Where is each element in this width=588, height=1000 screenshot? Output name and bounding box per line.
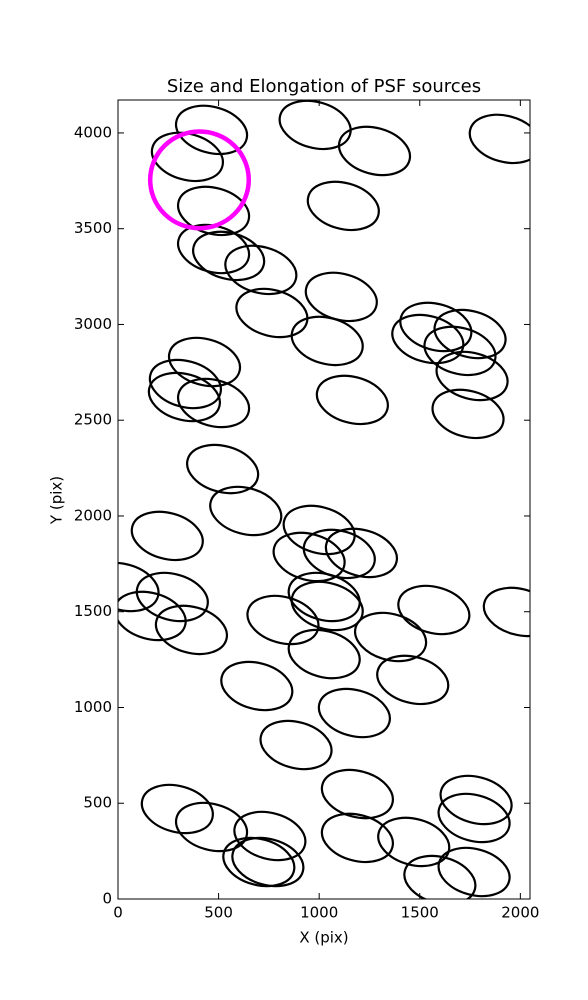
psf-ellipse	[439, 774, 513, 826]
psf-ellipse	[287, 571, 361, 623]
y-tick-label: 0	[102, 890, 112, 908]
psf-ellipse	[354, 611, 428, 663]
psf-ellipse	[174, 104, 249, 156]
y-tick-label: 2500	[74, 411, 112, 429]
psf-ellipse	[320, 768, 394, 820]
psf-ellipse	[468, 113, 530, 165]
psf-ellipse	[118, 590, 187, 642]
psf-ellipse	[324, 527, 398, 579]
psf-ellipse	[246, 594, 320, 646]
psf-ellipse	[377, 816, 451, 868]
psf-ellipse	[282, 504, 356, 556]
psf-ellipse	[431, 388, 505, 440]
psf-ellipse	[233, 810, 307, 862]
psf-ellipse	[235, 287, 309, 339]
chart-title: Size and Elongation of PSF sources	[167, 76, 481, 97]
psf-ellipse	[224, 244, 298, 296]
psf-ellipse	[220, 660, 294, 712]
psf-ellipse	[192, 230, 266, 282]
psf-ellipse	[403, 854, 477, 899]
psf-ellipse	[150, 131, 224, 183]
x-tick-label: 0	[113, 904, 123, 922]
y-tick-label: 2000	[74, 506, 112, 524]
psf-ellipse	[290, 580, 364, 632]
y-tick-label: 1000	[74, 698, 112, 716]
psf-ellipse	[140, 783, 214, 835]
y-tick-label: 500	[83, 794, 112, 812]
y-tick-label: 1500	[74, 602, 112, 620]
plot-frame	[117, 99, 531, 900]
psf-ellipse	[437, 792, 511, 844]
psf-ellipse	[320, 812, 394, 864]
psf-ellipse	[315, 374, 389, 426]
x-tick-label: 500	[204, 904, 233, 922]
psf-ellipse	[259, 719, 333, 771]
psf-ellipse	[135, 571, 209, 623]
psf-ellipse	[399, 301, 473, 353]
psf-ellipse	[186, 443, 260, 495]
psf-ellipse	[482, 586, 530, 638]
psf-ellipse	[397, 584, 471, 636]
psf-ellipse	[209, 485, 283, 537]
psf-ellipse	[304, 271, 378, 323]
psf-ellipse	[337, 125, 412, 177]
psf-ellipse	[231, 836, 305, 888]
psf-ellipse	[147, 371, 221, 423]
x-tick-label: 2000	[501, 904, 539, 922]
psf-ellipse	[306, 180, 380, 232]
x-axis-label: X (pix)	[299, 929, 348, 947]
highlight-circle	[147, 129, 252, 231]
psf-ellipse	[154, 604, 229, 656]
psf-ellipse	[176, 377, 251, 429]
psf-ellipse	[437, 846, 511, 898]
psf-ellipse	[435, 350, 509, 402]
x-tick-label: 1500	[401, 904, 439, 922]
psf-ellipse	[433, 308, 507, 360]
psf-ellipse	[118, 561, 160, 613]
psf-ellipse	[272, 531, 346, 583]
y-tick-label: 3500	[74, 219, 112, 237]
plot-area	[118, 100, 530, 899]
x-tick-label: 1000	[300, 904, 338, 922]
psf-ellipse	[167, 336, 242, 388]
y-tick-label: 3000	[74, 315, 112, 333]
psf-ellipse	[222, 836, 296, 888]
psf-ellipse	[287, 628, 361, 680]
psf-ellipse	[376, 654, 450, 706]
psf-ellipse	[174, 801, 249, 853]
psf-ellipse	[130, 510, 204, 562]
psf-ellipse	[278, 100, 352, 151]
y-tick-label: 4000	[74, 123, 112, 141]
psf-ellipse	[290, 315, 364, 367]
psf-ellipse	[391, 313, 465, 365]
psf-ellipse	[317, 687, 391, 739]
y-axis-label: Y (pix)	[48, 476, 66, 525]
